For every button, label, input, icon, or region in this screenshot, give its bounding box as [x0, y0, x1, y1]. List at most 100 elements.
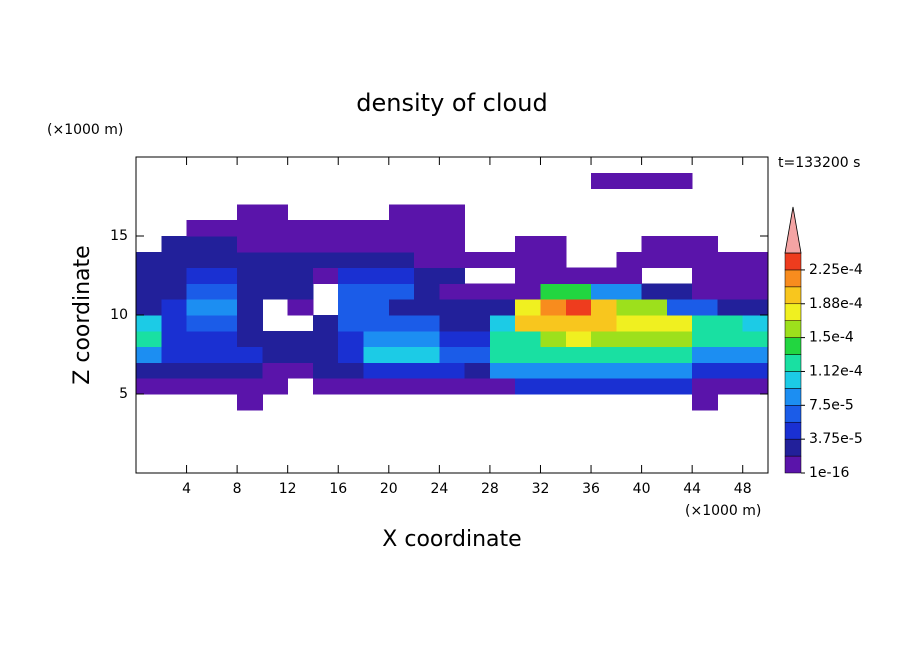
cell — [363, 315, 390, 332]
cell — [388, 236, 415, 253]
cell — [515, 299, 541, 316]
cell — [237, 346, 263, 363]
colorbar-tick-label: 2.25e-4 — [809, 262, 863, 278]
cell — [591, 362, 617, 379]
x-tick-label: 44 — [683, 481, 701, 497]
colorbar-band — [784, 269, 802, 288]
cell — [161, 236, 188, 253]
cell — [641, 236, 668, 253]
cell — [439, 251, 466, 269]
x-unit: (×1000 m) — [685, 503, 761, 519]
cell — [565, 362, 592, 379]
cell — [464, 346, 491, 363]
x-tick-label: 24 — [430, 481, 448, 497]
cell — [540, 299, 567, 316]
cell — [287, 283, 314, 300]
cell — [742, 378, 769, 395]
cell — [489, 362, 516, 379]
colorbar-tick-label: 3.75e-5 — [809, 431, 863, 447]
cell — [489, 378, 516, 395]
cell — [464, 299, 491, 316]
cell — [591, 299, 617, 316]
cell — [312, 220, 339, 237]
cell — [515, 283, 541, 300]
cell — [186, 299, 213, 316]
cell — [439, 346, 466, 363]
cell — [262, 267, 289, 284]
cell — [439, 220, 466, 237]
cell — [616, 267, 643, 284]
cell — [439, 267, 466, 284]
cell — [161, 362, 188, 379]
cell — [439, 378, 466, 395]
colorbar-band — [784, 252, 802, 271]
cell — [161, 283, 188, 300]
x-tick-label: 32 — [532, 481, 550, 497]
cell — [312, 267, 339, 284]
cell — [515, 315, 541, 332]
cell — [565, 299, 592, 316]
cell — [565, 346, 592, 363]
cell — [211, 346, 238, 363]
cell — [262, 346, 289, 363]
cell — [136, 315, 162, 332]
colorbar-tick-label: 7.5e-5 — [809, 397, 854, 413]
colorbar-tick-label: 1.88e-4 — [809, 296, 863, 312]
colorbar-band — [784, 286, 802, 305]
cell — [464, 283, 491, 300]
cell — [464, 362, 491, 379]
cell — [262, 220, 289, 237]
x-tick-label: 36 — [582, 481, 600, 497]
colorbar-band — [784, 455, 802, 474]
cell — [136, 267, 162, 284]
cell — [136, 299, 162, 316]
cell — [287, 299, 314, 316]
colorbar-tick-label: 1.5e-4 — [809, 330, 854, 346]
cell — [312, 346, 339, 363]
cell — [287, 362, 314, 379]
cell — [666, 251, 693, 269]
cell — [666, 299, 693, 316]
colorbar-tick-label: 1.12e-4 — [809, 363, 863, 379]
cell — [161, 299, 188, 316]
cell — [616, 251, 643, 269]
cell — [591, 330, 617, 348]
cell — [136, 283, 162, 300]
cell — [666, 330, 693, 348]
cell — [439, 236, 466, 253]
cell — [717, 267, 744, 284]
x-tick-label: 4 — [182, 481, 191, 497]
cell — [666, 346, 693, 363]
x-tick-label: 12 — [279, 481, 297, 497]
x-tick-label: 28 — [481, 481, 499, 497]
cell — [540, 236, 567, 253]
cell — [439, 204, 466, 221]
cell — [565, 267, 592, 284]
x-tick-label: 20 — [380, 481, 398, 497]
cell — [388, 251, 415, 269]
cell — [540, 362, 567, 379]
cell — [717, 362, 744, 379]
cell — [742, 315, 769, 332]
cell — [363, 220, 390, 237]
colorbar-band — [784, 438, 802, 457]
cell — [641, 299, 668, 316]
cell — [742, 283, 769, 300]
cell — [616, 299, 643, 316]
cell — [742, 299, 769, 316]
cell — [211, 330, 238, 348]
cell — [237, 204, 263, 221]
cell — [211, 236, 238, 253]
cell — [388, 267, 415, 284]
cell — [692, 236, 718, 253]
cell — [211, 378, 238, 395]
cell — [237, 220, 263, 237]
cell — [464, 315, 491, 332]
colorbar-band — [784, 421, 802, 440]
cell — [186, 251, 213, 269]
cell — [666, 172, 693, 190]
cell — [616, 346, 643, 363]
x-tick-label: 40 — [633, 481, 651, 497]
cell — [312, 236, 339, 253]
cell — [388, 315, 415, 332]
